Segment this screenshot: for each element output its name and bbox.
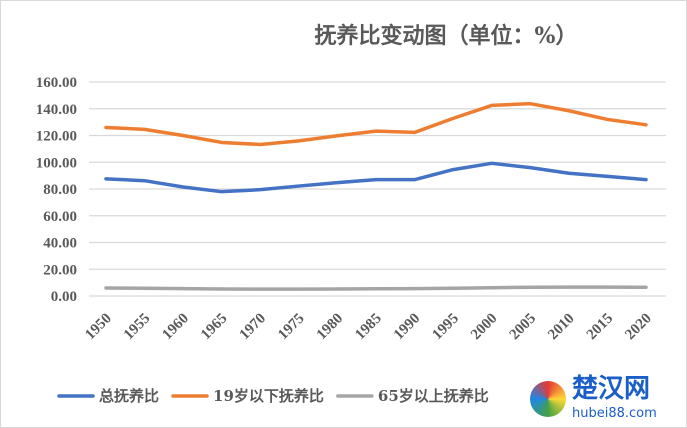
- x-tick-label: 1995: [429, 311, 462, 344]
- legend-label: 总抚养比: [99, 387, 159, 405]
- legend-label: 65岁以上抚养比: [378, 387, 489, 405]
- x-tick-label: 1985: [352, 311, 385, 344]
- y-tick-label: 40.00: [43, 236, 77, 252]
- y-tick-label: 160.00: [36, 75, 77, 91]
- series-line-1: [104, 101, 648, 147]
- x-tick-label: 1980: [314, 311, 347, 344]
- y-tick-label: 100.00: [36, 155, 77, 171]
- y-tick-label: 120.00: [36, 129, 77, 145]
- legend-label: 19岁以下抚养比: [213, 387, 324, 405]
- y-tick-label: 140.00: [36, 102, 77, 118]
- y-tick-label: 0.00: [51, 289, 77, 305]
- x-tick-label: 1965: [198, 311, 231, 344]
- x-tick-label: 2015: [584, 311, 617, 344]
- x-tick-label: 1970: [237, 311, 270, 344]
- watermark-url: hubei88.com: [572, 406, 657, 421]
- y-tick-label: 60.00: [43, 209, 77, 225]
- globe-icon: [530, 381, 566, 417]
- x-tick-label: 1975: [275, 311, 308, 344]
- x-tick-label: 1955: [121, 311, 154, 344]
- x-tick-label: 2010: [545, 311, 578, 344]
- y-tick-label: 20.00: [43, 262, 77, 278]
- x-tick-label: 1990: [391, 311, 424, 344]
- y-tick-label: 80.00: [43, 182, 77, 198]
- x-tick-label: 2000: [468, 311, 501, 344]
- watermark-text: 楚汉网: [572, 374, 651, 404]
- watermark-logo: 楚汉网 hubei88.com: [530, 375, 680, 425]
- x-tick-label: 2020: [622, 311, 655, 344]
- x-tick-label: 2005: [507, 311, 540, 344]
- x-tick-label: 1960: [159, 311, 192, 344]
- x-tick-label: 1950: [82, 311, 115, 344]
- series-line-2: [104, 285, 648, 291]
- chart-title: 抚养比变动图（单位：%）: [315, 23, 578, 49]
- series-line-0: [104, 161, 648, 194]
